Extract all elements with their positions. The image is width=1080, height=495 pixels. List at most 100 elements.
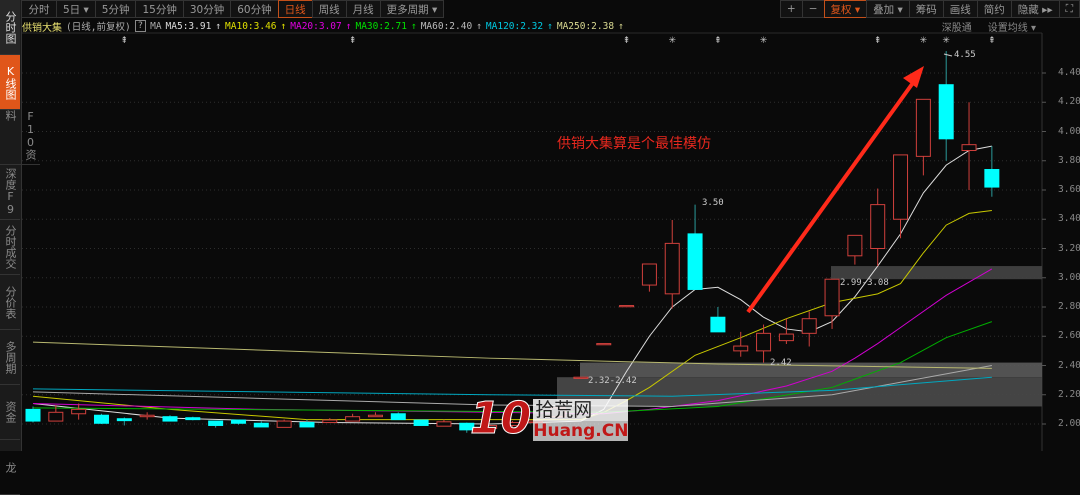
y-tick-label: 2.40 [1058,359,1080,371]
arrow-up-icon: ↑ [618,20,624,32]
candle-down [93,414,109,424]
period-tab-5[interactable]: 60分钟 [230,0,279,18]
sidebar-tab-6[interactable]: 多周期 [0,330,20,385]
sidebar-tab-5[interactable]: 分价表 [0,275,20,330]
y-tick-label: 3.40 [1058,213,1080,225]
period-tab-1[interactable]: 5日 ▾ [56,0,96,18]
candle-down [710,316,726,333]
candle-up [756,332,772,352]
sidebar-tab-8[interactable]: 龙 [0,440,20,495]
period-tab-4[interactable]: 30分钟 [182,0,232,18]
y-tick-label: 2.00 [1058,418,1080,429]
fullscreen-icon[interactable]: ⛶ [1058,0,1080,18]
candle-up [596,343,612,346]
candle-down [253,422,269,428]
sidebar-tab-1[interactable]: K线图 [0,55,20,110]
sidebar-tab-7[interactable]: 资金 [0,385,20,440]
ma-settings-button[interactable]: 设置均线 ▾ [987,23,1036,34]
watermark-en: Huang.CN [533,421,629,441]
ma-values: MA5:3.91 ↑ MA10:3.46 ↑ MA20:3.07 ↑ MA30:2.71 ↑ M… [166,21,628,32]
candle-up [322,419,338,424]
period-tab-9[interactable]: 更多周期 ▾ [379,0,445,18]
candle-up [619,305,635,308]
toolbar-button-5[interactable]: 画线 [942,0,978,18]
stock-name: 供销大集 [22,22,62,34]
event-marker-icon: ✳ [942,36,950,46]
period-tab-2[interactable]: 5分钟 [94,0,137,18]
event-marker-icon: ⇞ [714,36,722,46]
toolbar-button-3[interactable]: 叠加 ▾ [866,0,910,18]
info-right: 深股通 设置均线 ▾ [942,19,1036,34]
event-marker-icon: ⇞ [349,36,357,46]
event-marker-icon: ⇞ [623,36,631,46]
ma-value-undefined: MA250:2.38 [556,20,615,32]
high-pointer [943,53,953,57]
sidebar-tab-3[interactable]: 深度F9 [0,165,20,220]
candle-up [778,333,794,342]
y-tick-label: 3.20 [1058,242,1080,254]
candle-up [48,411,64,422]
y-tick-label: 2.60 [1058,330,1080,342]
event-marker-icon: ⇞ [988,36,996,46]
ma-value-undefined: MA60:2.40 [420,20,473,32]
ma-label: MA [150,20,162,32]
y-tick-label: 4.20 [1058,96,1080,108]
ma-value-undefined: MA10:3.46 [225,20,277,32]
ma-line-ma20 [32,268,993,415]
sidebar-tab-0[interactable]: 分时图 [0,0,20,55]
candle-up [573,376,589,379]
candle-up [504,422,520,426]
sidebar-tab-2[interactable]: F10资料 [0,110,40,165]
ma-line-ma250 [32,341,992,369]
candle-up [436,421,452,427]
y-tick-label: 4.40 [1058,67,1080,78]
y-tick-label: 2.80 [1058,301,1080,312]
y-tick-label: 3.80 [1058,154,1080,166]
candlestick-chart[interactable]: ⇞ ⇞ ⇞ ✳ ⇞ ✳ ⇞ ✳ ✳ ⇞ [0,0,1080,451]
period-toolbar: 分时 5日 ▾ 5分钟 15分钟 30分钟 60分钟 日线 周线 月线 更多周期 ▾ [21,0,445,19]
event-marker-icon: ✳ [760,36,768,46]
period-tab-6[interactable]: 日线 [277,0,313,18]
chip-band-label-upper: 2.99-3.08 [840,278,889,288]
chip-band [580,362,1042,378]
help-button[interactable]: ? [134,20,147,32]
toolbar-button-2[interactable]: 复权 ▾ [823,0,868,18]
period-tab-3[interactable]: 15分钟 [135,0,184,18]
y-tick-label: 3.60 [1058,184,1080,195]
trend-arrow [746,78,917,314]
period-tab-8[interactable]: 月线 [345,0,381,18]
candle-up [824,278,840,317]
candle-down [116,418,132,422]
y-tick-label: 2.20 [1058,388,1080,400]
candle-up [870,204,886,249]
local-high-label: 3.50 [702,198,724,208]
candle-up [961,144,977,152]
chip-band-label-lower: 2.32-2.42 [588,376,637,386]
candle-down [185,417,201,421]
event-marker-icon: ⇞ [874,36,882,46]
event-marker-icon: ⇞ [121,36,129,46]
candle-down [390,413,406,421]
period-tab-7[interactable]: 周线 [311,0,347,18]
candle-up [139,414,155,418]
toolbar-button-6[interactable]: 简约 [976,0,1012,18]
toolbar-button-1[interactable]: − [801,0,825,18]
watermark-logo: 10 拾荒网 Huang.CN [469,396,629,441]
ma-value-undefined: MA20:3.07 [290,20,342,32]
arrow-up-icon: ↑ [547,20,553,32]
event-marker-icon: ✳ [668,36,676,46]
candle-up [482,424,498,429]
toolbar-button-0[interactable]: + [779,0,803,18]
ma-value-undefined: MA120:2.32 [485,20,544,32]
toolbar-button-4[interactable]: 筹码 [908,0,944,18]
shenguton-link[interactable]: 深股通 [941,23,972,34]
period-tab-0[interactable]: 分时 [21,0,57,18]
ma-line-ma120 [32,376,992,397]
arrow-up-icon: ↑ [280,20,287,32]
sidebar-tab-4[interactable]: 分时成交 [0,220,20,275]
candle-down [162,416,178,422]
y-tick-label: 3.00 [1058,271,1080,283]
toolbar-button-7[interactable]: 隐藏 ▸▸ [1010,0,1060,18]
low-label: 2.42 [770,358,792,368]
candle-up [276,420,292,428]
